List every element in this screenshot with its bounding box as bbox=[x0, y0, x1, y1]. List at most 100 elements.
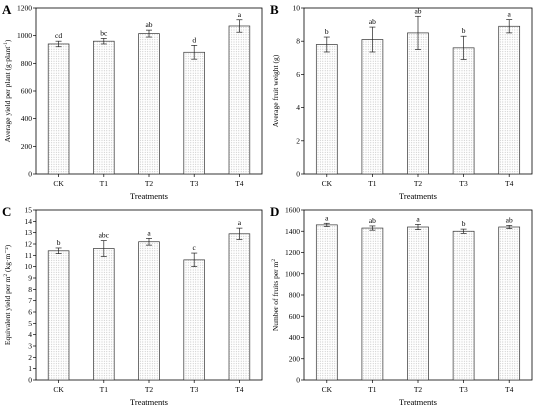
bar bbox=[183, 259, 205, 381]
x-tick-label: CK bbox=[322, 385, 333, 394]
y-axis-title-text: Number of fruits per m bbox=[271, 261, 280, 331]
x-tick-label: T3 bbox=[190, 385, 199, 394]
bar bbox=[361, 227, 384, 381]
y-tick-label: 1200 bbox=[17, 4, 32, 13]
y-tick-label: 1600 bbox=[285, 206, 300, 215]
x-axis-title: Treatments bbox=[130, 191, 168, 201]
bar bbox=[315, 44, 338, 175]
significance-letter: b bbox=[325, 27, 329, 36]
panel-letter: B bbox=[270, 2, 279, 17]
bar bbox=[498, 226, 521, 381]
y-tick-label: 14 bbox=[25, 217, 33, 226]
y-tick-label: 800 bbox=[21, 59, 33, 68]
panel-letter: A bbox=[2, 2, 12, 17]
y-tick-label: 2 bbox=[28, 353, 32, 362]
x-tick-label: T3 bbox=[190, 179, 199, 188]
y-tick-label: 13 bbox=[25, 228, 33, 237]
x-tick-label: T4 bbox=[505, 179, 514, 188]
y-tick-label: 1400 bbox=[285, 227, 300, 236]
bar bbox=[407, 226, 429, 381]
y-tick-label: 0 bbox=[296, 170, 300, 179]
bar bbox=[47, 43, 70, 175]
x-tick-label: CK bbox=[322, 179, 333, 188]
panel-letter: C bbox=[2, 204, 11, 219]
bar bbox=[47, 250, 70, 381]
y-tick-label: 600 bbox=[21, 87, 33, 96]
panel-d: 0 200 400 600 800 1000 1200 1400 1600 a CK ab T1 a T2 b… bbox=[270, 204, 533, 407]
y-axis-title: Equivalent yield per m2 (kg·m⁻²) bbox=[3, 244, 12, 345]
x-axis-title: Treatments bbox=[130, 397, 168, 407]
bar bbox=[452, 47, 475, 175]
x-tick-label: T1 bbox=[100, 179, 109, 188]
x-tick-label: T3 bbox=[459, 179, 468, 188]
significance-letter: a bbox=[238, 10, 242, 19]
panel-c: 0123456789101112131415bCKabcT1aT2cT3aT4T… bbox=[2, 204, 263, 407]
significance-letter: b bbox=[57, 238, 61, 247]
panel-b: 0 2 4 6 8 10 b CK ab T1 ab T2 b T3 a T4 Treatments Averag… bbox=[270, 2, 533, 201]
y-tick-label: 0 bbox=[28, 376, 32, 385]
bar bbox=[183, 51, 205, 175]
bar bbox=[228, 25, 251, 175]
significance-letter: abc bbox=[99, 231, 110, 240]
y-tick-label: 400 bbox=[21, 114, 33, 123]
x-axis-title: Treatments bbox=[399, 397, 437, 407]
significance-letter: a bbox=[416, 214, 420, 223]
y-axis-title-superscript: 2 bbox=[3, 274, 9, 277]
y-axis-title: Average fruit weight (g) bbox=[271, 54, 280, 127]
y-tick-label: 0 bbox=[28, 170, 32, 179]
y-tick-label: 8 bbox=[28, 285, 32, 294]
y-tick-label: 10 bbox=[293, 4, 301, 13]
significance-letter: ab bbox=[145, 20, 152, 29]
y-tick-label: 15 bbox=[25, 206, 33, 215]
panel-letter: D bbox=[270, 204, 279, 219]
y-tick-label: 8 bbox=[296, 37, 300, 46]
y-tick-label: 7 bbox=[28, 296, 32, 305]
significance-letter: ab bbox=[414, 6, 421, 15]
bar bbox=[315, 224, 338, 381]
y-axis-title: Number of fruits per m2 bbox=[271, 259, 280, 332]
bar bbox=[138, 33, 160, 175]
y-tick-label: 3 bbox=[28, 342, 32, 351]
y-tick-label: 1200 bbox=[285, 248, 300, 257]
x-tick-label: T2 bbox=[414, 179, 423, 188]
x-tick-label: T1 bbox=[368, 385, 377, 394]
x-tick-label: T4 bbox=[505, 385, 514, 394]
y-tick-label: 1 bbox=[28, 364, 32, 373]
y-tick-label: 600 bbox=[289, 312, 301, 321]
y-axis-title-superscript: -1 bbox=[3, 42, 9, 47]
x-tick-label: T3 bbox=[459, 385, 468, 394]
x-tick-label: T1 bbox=[100, 385, 109, 394]
y-axis-title-suffix: ) bbox=[3, 39, 12, 42]
y-tick-label: 6 bbox=[296, 70, 300, 79]
y-tick-label: 1000 bbox=[17, 31, 32, 40]
y-tick-label: 11 bbox=[25, 251, 32, 260]
x-axis-title: Treatments bbox=[399, 191, 437, 201]
bar bbox=[138, 241, 160, 381]
y-tick-label: 800 bbox=[289, 291, 301, 300]
y-axis-title-text: Average fruit weight (g) bbox=[271, 54, 280, 127]
y-tick-label: 200 bbox=[21, 142, 33, 151]
x-tick-label: T4 bbox=[235, 385, 244, 394]
significance-letter: b bbox=[462, 219, 466, 228]
significance-letter: ab bbox=[369, 17, 376, 26]
y-tick-label: 0 bbox=[296, 376, 300, 385]
y-axis-title-text: Average yield per plant (g·plant bbox=[3, 46, 12, 143]
significance-letter: ab bbox=[506, 215, 513, 224]
bar bbox=[228, 233, 251, 381]
significance-letter: b bbox=[462, 26, 466, 35]
y-tick-label: 200 bbox=[289, 354, 301, 363]
y-tick-label: 4 bbox=[296, 103, 300, 112]
significance-letter: a bbox=[147, 228, 151, 237]
y-tick-label: 12 bbox=[25, 240, 33, 249]
bar bbox=[361, 39, 384, 175]
significance-letter: a bbox=[238, 218, 242, 227]
bar bbox=[93, 248, 115, 381]
significance-letter: ab bbox=[369, 216, 376, 225]
significance-letter: d bbox=[192, 35, 196, 44]
x-tick-label: T4 bbox=[235, 179, 244, 188]
y-tick-label: 5 bbox=[28, 319, 32, 328]
y-axis-title-text: Equivalent yield per m bbox=[3, 276, 12, 345]
significance-letter: a bbox=[508, 10, 512, 19]
x-tick-label: CK bbox=[53, 179, 64, 188]
panel-a: 0 200 400 600 800 1000 1200 cd CK bc T1 ab T2 d T3 a T4 T… bbox=[2, 2, 263, 201]
